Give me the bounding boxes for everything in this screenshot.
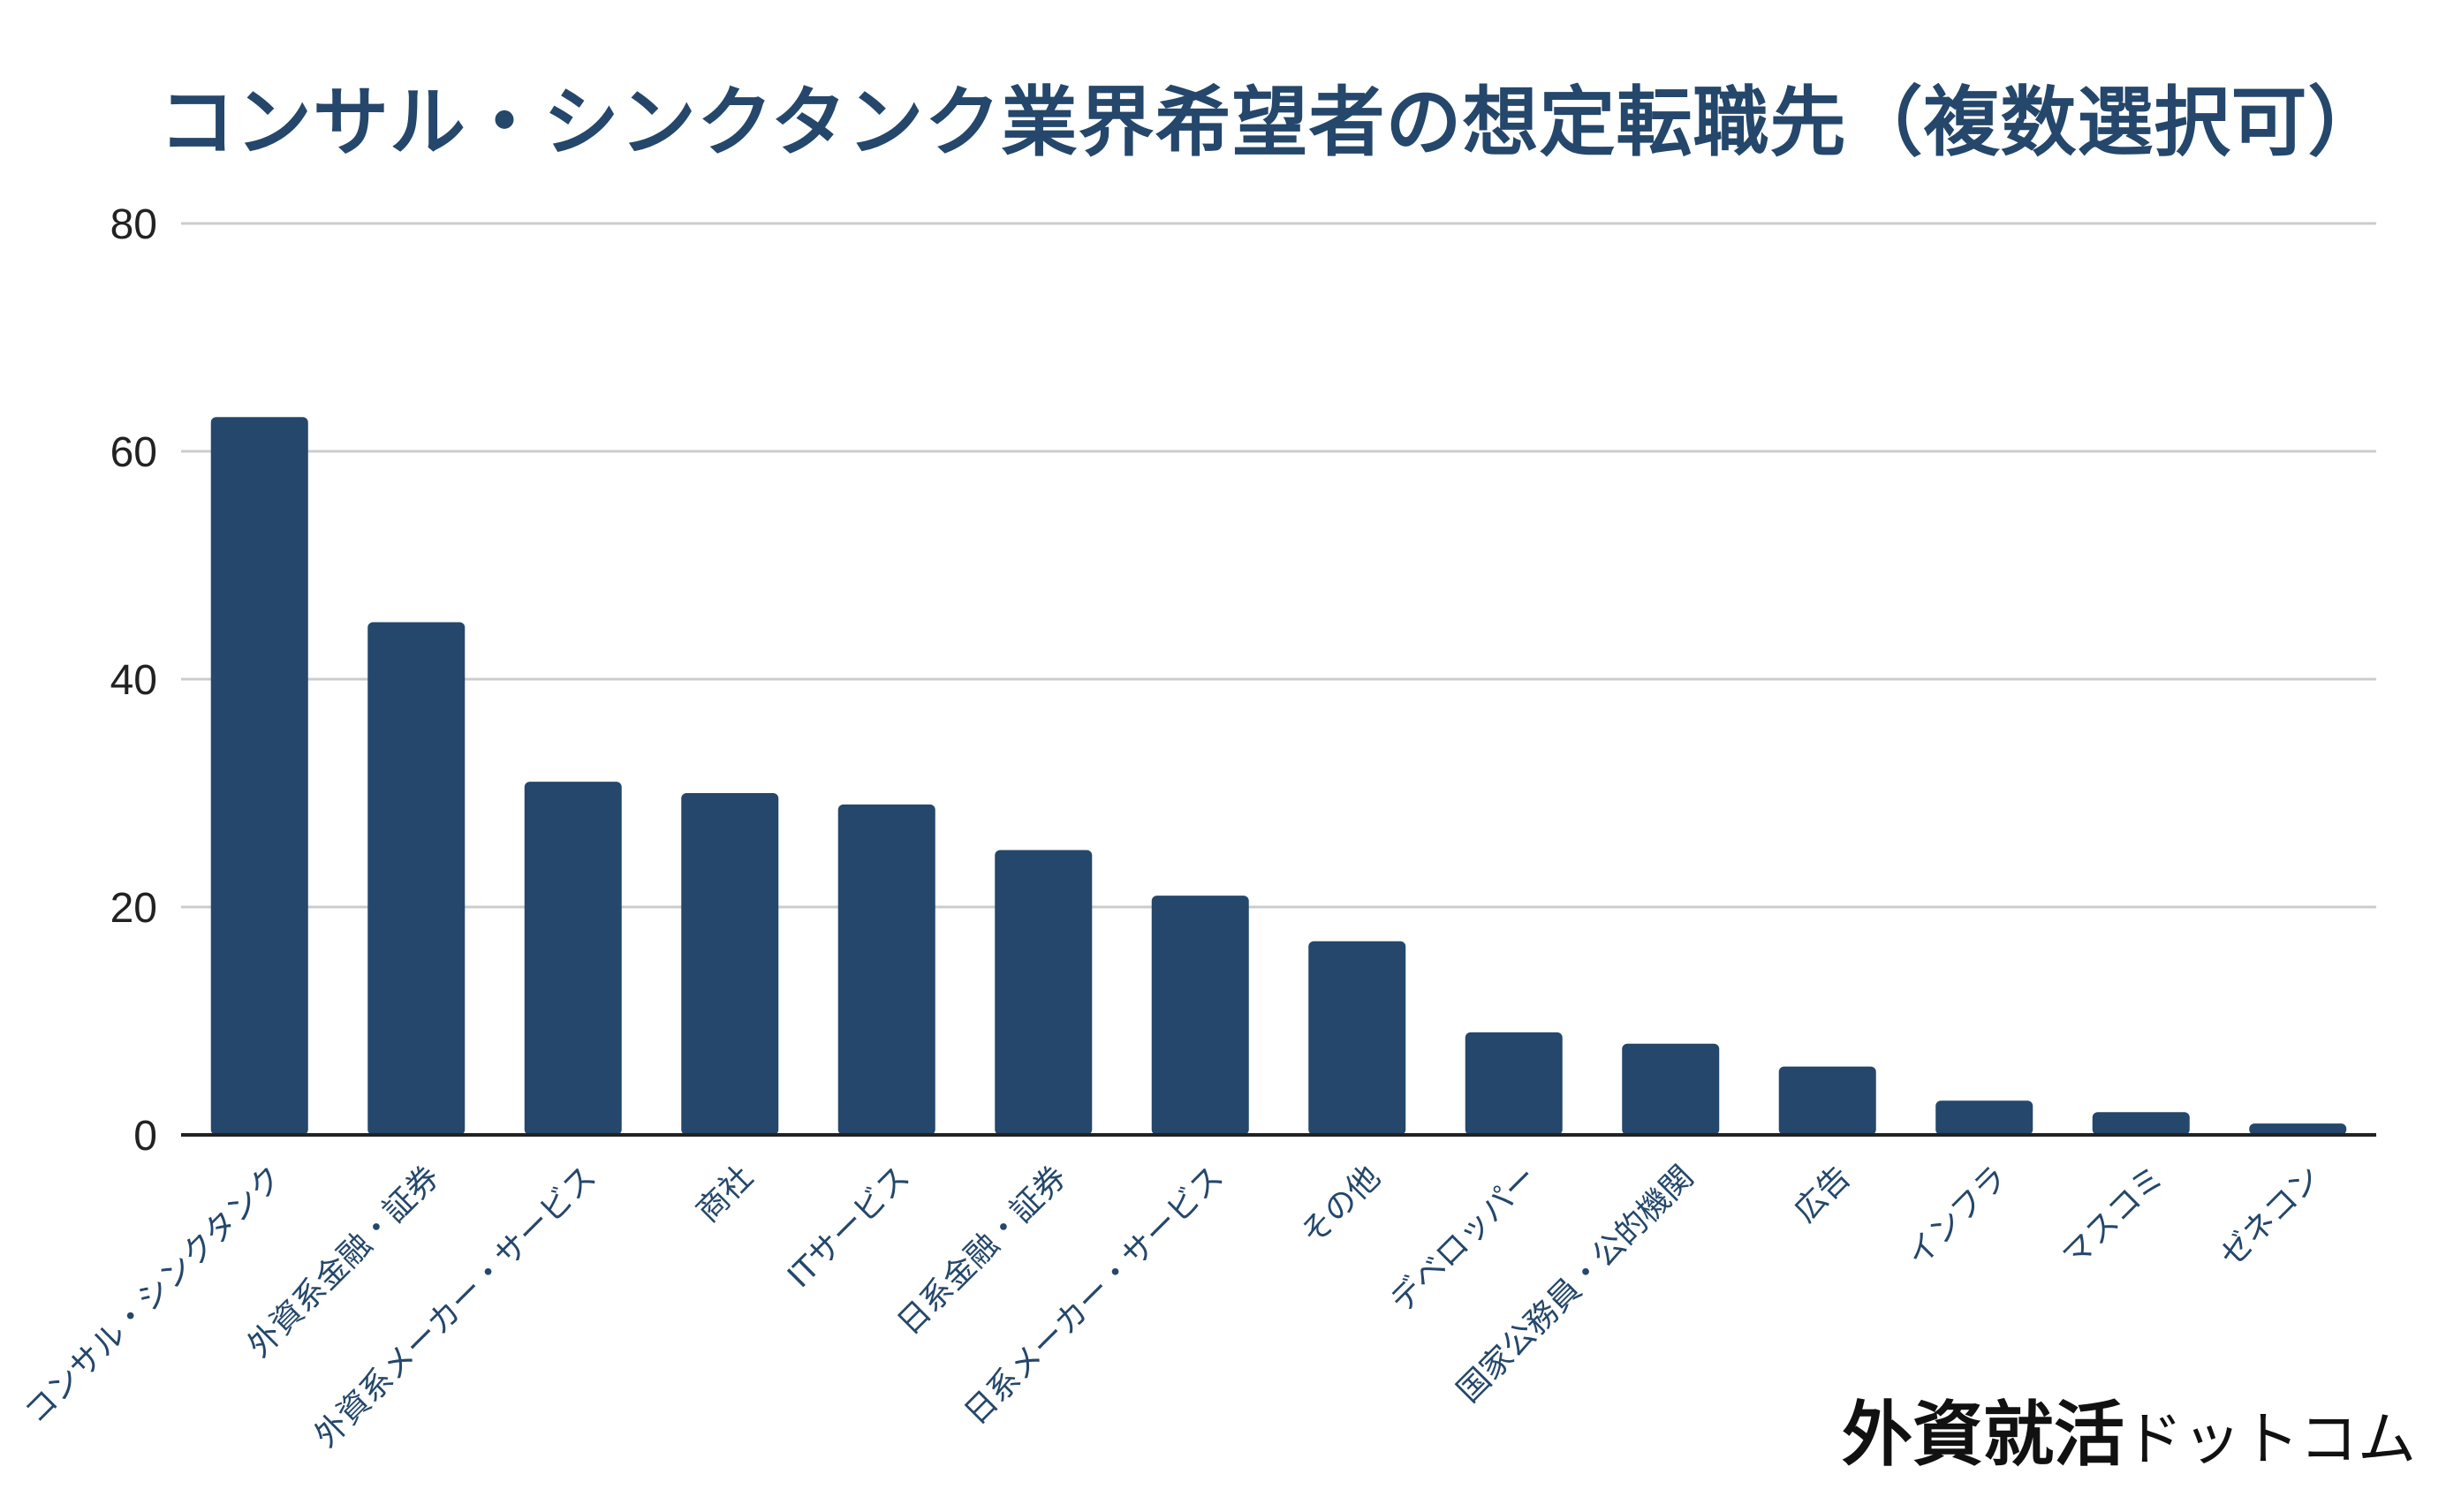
brand-watermark: 外資就活ドットコム [1842, 1378, 2416, 1480]
x-tick-label-11: 広告 [1787, 1159, 1858, 1229]
y-tick-label-60: 60 [110, 429, 157, 476]
chart-title: コンサル・シンクタンク業界希望者の想定転職先（複数選択可） [159, 79, 2385, 167]
y-axis-ticks: 0 20 40 60 80 [110, 201, 157, 1160]
bar-5 [837, 804, 935, 1135]
x-tick-label-5: ITサービス [781, 1159, 917, 1295]
bar-3 [524, 782, 622, 1135]
bar-12 [1935, 1100, 2033, 1135]
bar-9 [1465, 1032, 1563, 1135]
x-tick-label-3: 外資系メーカー・サービス [308, 1159, 603, 1454]
bar-14 [2249, 1123, 2347, 1135]
y-tick-label-40: 40 [110, 657, 157, 704]
x-tick-label-9: デベロッパー [1383, 1159, 1544, 1319]
gridlines [181, 222, 2376, 909]
bar-13 [2092, 1112, 2190, 1135]
x-tick-label-7: 日系メーカー・サービス [958, 1159, 1231, 1432]
bars [210, 417, 2347, 1135]
bar-4 [681, 793, 779, 1135]
brand-watermark-kanji: 外資就活 [1842, 1393, 2124, 1476]
bar-11 [1778, 1066, 1876, 1135]
y-tick-label-0: 0 [133, 1113, 157, 1160]
x-tick-label-6: 日系金融・証券 [890, 1159, 1073, 1342]
bar-1 [210, 417, 308, 1135]
bar-10 [1622, 1043, 1720, 1135]
x-tick-label-8: その他 [1294, 1159, 1387, 1251]
y-tick-label-80: 80 [110, 201, 157, 248]
x-tick-label-13: マスコミ [2056, 1159, 2171, 1274]
brand-watermark-kana: ドットコム [2124, 1405, 2416, 1473]
x-tick-label-1: コンサル・シンクタンク [18, 1159, 290, 1431]
x-tick-label-12: インフラ [1900, 1159, 2015, 1274]
bar-8 [1308, 941, 1406, 1135]
y-tick-label-20: 20 [110, 885, 157, 932]
x-tick-label-14: ゼネコン [2213, 1159, 2328, 1274]
x-tick-label-4: 商社 [690, 1159, 761, 1229]
bar-2 [367, 622, 466, 1135]
bar-6 [995, 850, 1093, 1135]
bar-7 [1151, 896, 1249, 1135]
